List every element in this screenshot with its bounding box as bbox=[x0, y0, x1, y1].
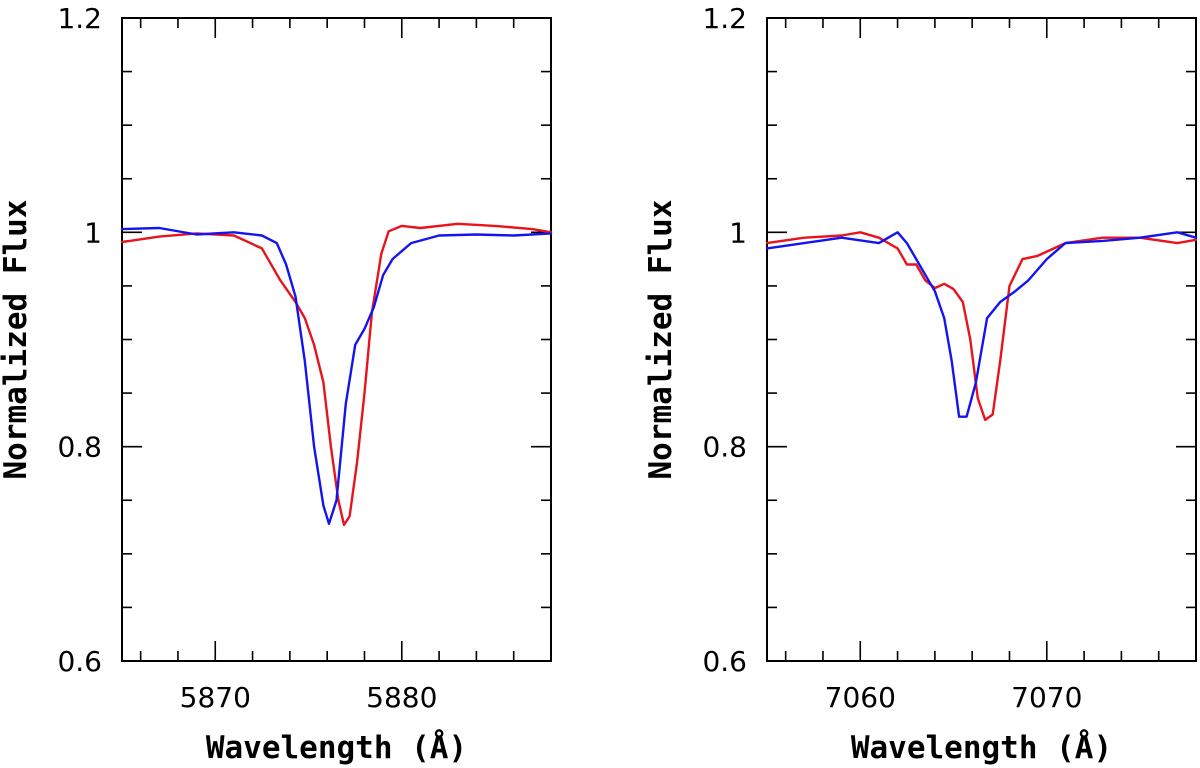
right-y-tick-label: 1.2 bbox=[702, 2, 747, 35]
right-y-tick-label: 0.6 bbox=[702, 645, 747, 678]
right-y-axis-title: Normalized Flux bbox=[643, 200, 679, 480]
left-series-blue bbox=[120, 226, 553, 525]
left-x-tick-label: 5880 bbox=[366, 681, 437, 714]
right-x-tick-label: 7060 bbox=[825, 681, 896, 714]
left-panel: 0.6 0.8 1 1.2 5870 5880 Wavelength (Å) Normaliz… bbox=[0, 2, 553, 766]
left-y-tick-label: 0.8 bbox=[57, 431, 102, 464]
right-x-axis-title: Wavelength (Å) bbox=[851, 729, 1112, 766]
left-y-tick-label: 0.6 bbox=[57, 645, 102, 678]
right-plot-frame bbox=[766, 17, 1197, 662]
right-x-tick-label: 7070 bbox=[1011, 681, 1082, 714]
right-y-tick-label: 1 bbox=[729, 216, 747, 249]
left-series-red bbox=[120, 222, 553, 527]
left-y-tick-label: 1 bbox=[84, 216, 102, 249]
left-y-tick-label: 1.2 bbox=[57, 2, 102, 35]
left-x-tick-label: 5870 bbox=[180, 681, 251, 714]
left-y-axis-title: Normalized Flux bbox=[0, 200, 34, 480]
left-plot-frame bbox=[121, 17, 552, 662]
right-panel: 0.6 0.8 1 1.2 7060 7070 Wavelength (Å) Normaliz… bbox=[643, 2, 1198, 766]
right-y-tick-label: 0.8 bbox=[702, 431, 747, 464]
right-series-blue bbox=[765, 231, 1198, 418]
right-series-red bbox=[765, 231, 1198, 422]
left-x-axis-title: Wavelength (Å) bbox=[206, 729, 467, 766]
